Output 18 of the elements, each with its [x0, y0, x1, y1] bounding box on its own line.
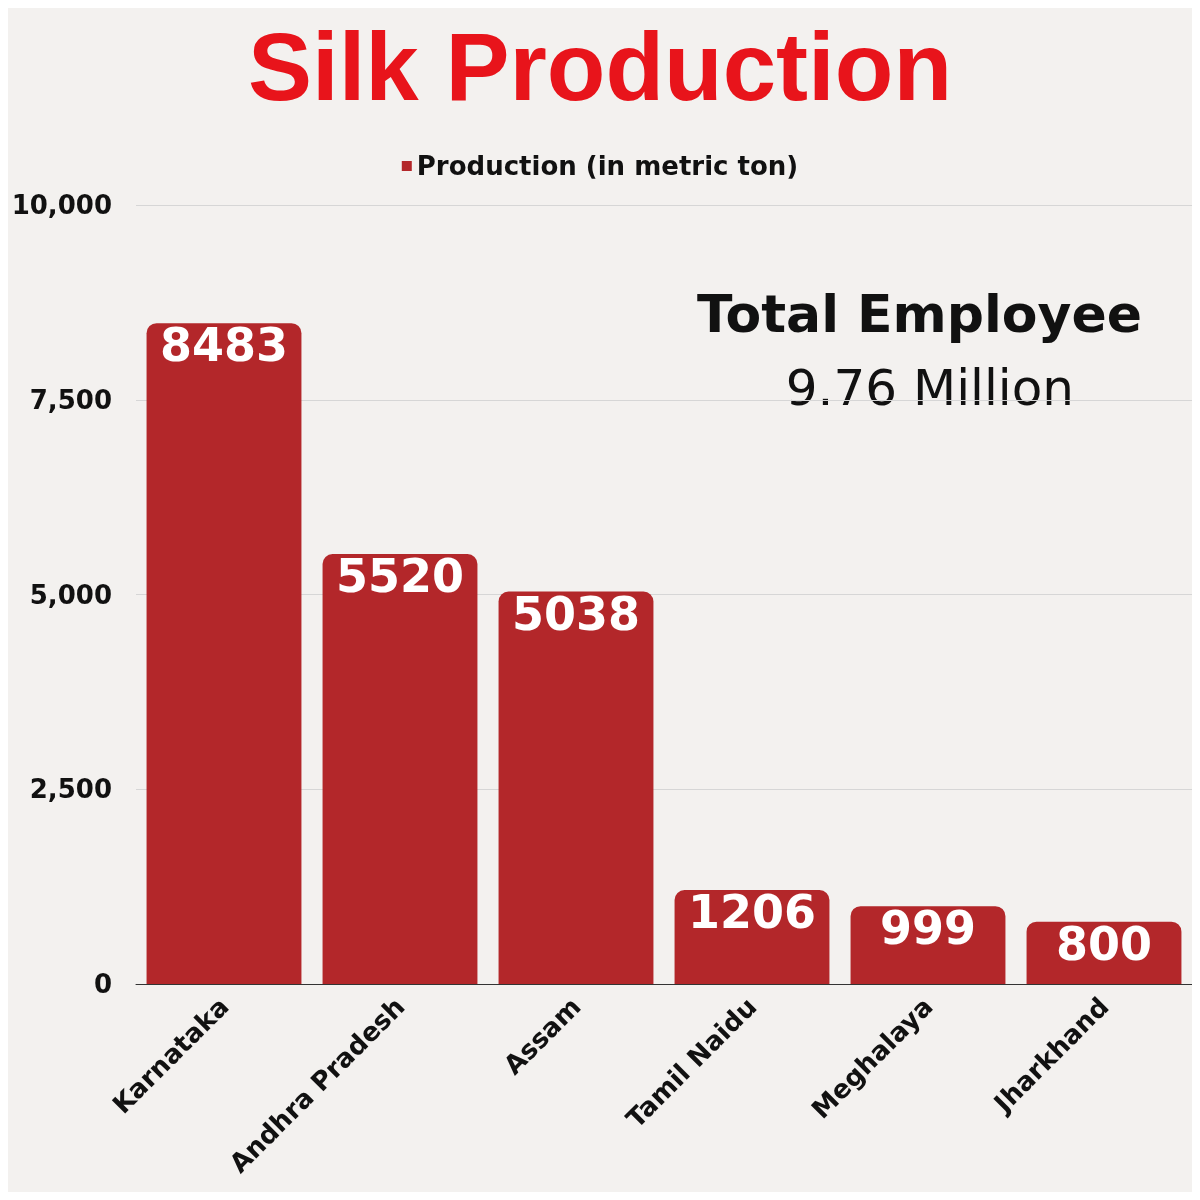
annotation: Total Employee [696, 284, 1143, 344]
bar [146, 323, 302, 984]
bar [498, 591, 654, 984]
data-label: 1206 [687, 885, 817, 940]
chart-title: Silk Production [247, 12, 953, 120]
y-tick-label: 2,500 [29, 774, 112, 805]
data-label: 800 [1055, 916, 1153, 971]
legend-label: Production (in metric ton) [416, 151, 799, 181]
y-tick-label: 5,000 [29, 579, 112, 610]
bar [322, 553, 478, 984]
data-label: 5038 [511, 586, 641, 641]
y-tick-label: 0 [93, 969, 112, 999]
y-tick-label: 10,000 [11, 190, 112, 220]
data-label: 999 [879, 901, 977, 956]
data-label: 8483 [159, 318, 289, 373]
annotation: 9.76 Million [785, 359, 1075, 417]
y-tick-label: 7,500 [29, 384, 112, 415]
data-label: 5520 [335, 548, 465, 603]
